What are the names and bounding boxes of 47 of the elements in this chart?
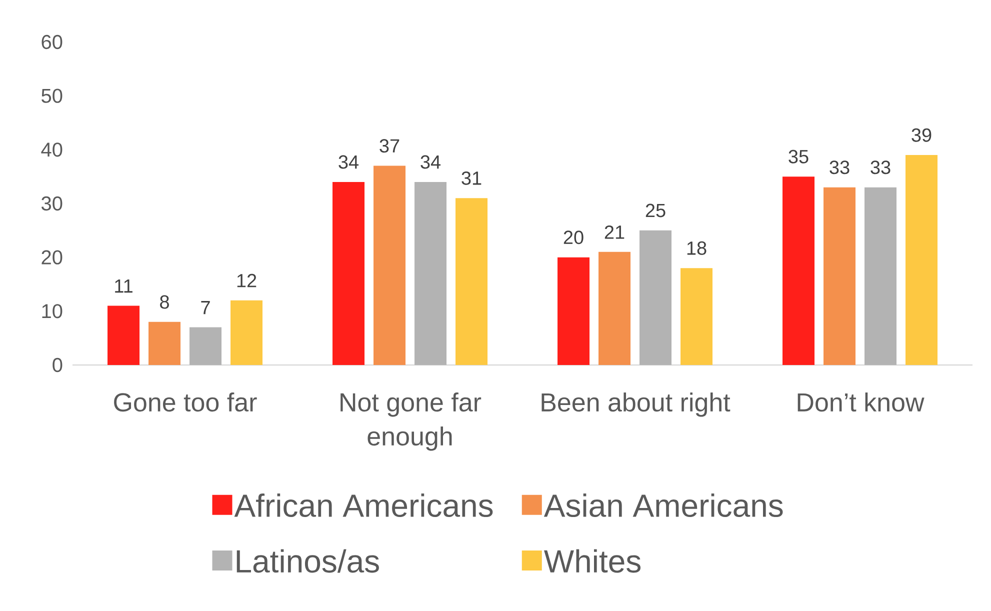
y-tick-label: 40 <box>41 142 62 157</box>
bar <box>332 182 365 365</box>
bar <box>374 166 406 365</box>
data-label: 12 <box>237 274 256 288</box>
x-tick-label: Been about right <box>542 392 730 417</box>
x-tick-label: Gone too far <box>114 392 257 412</box>
legend-label: Whites <box>544 549 641 573</box>
bar <box>456 198 488 365</box>
data-label: 7 <box>201 301 210 314</box>
bar <box>782 176 815 365</box>
bar <box>230 300 263 365</box>
bar <box>906 155 938 365</box>
y-tick-label: 50 <box>42 88 62 103</box>
bar <box>190 327 222 365</box>
data-label: 34 <box>420 155 441 169</box>
legend-label: Latinos/as <box>236 549 379 573</box>
bar <box>148 322 181 365</box>
data-label: 8 <box>160 295 169 309</box>
data-label: 37 <box>380 139 400 153</box>
bar <box>108 306 140 365</box>
legend-label: Asian Americans <box>544 494 783 518</box>
bar <box>558 257 590 365</box>
data-label: 11 <box>115 279 132 293</box>
data-label: 33 <box>870 160 890 174</box>
data-label: 33 <box>830 160 850 174</box>
y-tick-label: 60 <box>42 34 62 50</box>
data-label: 18 <box>687 241 706 255</box>
data-label: 34 <box>338 155 359 169</box>
data-label: 25 <box>646 204 666 218</box>
data-label: 39 <box>912 128 932 142</box>
data-label: 21 <box>604 225 624 239</box>
data-label: 35 <box>788 150 808 164</box>
bar <box>680 268 713 365</box>
x-tick-label: Don’t know <box>798 392 924 412</box>
y-tick-label: 20 <box>42 250 62 264</box>
y-tick-label: 0 <box>52 358 62 372</box>
x-tick-label: Not gone far enough <box>340 392 482 451</box>
bar <box>864 187 897 365</box>
y-tick-label: 10 <box>42 304 62 318</box>
bar <box>640 230 672 365</box>
bar <box>414 182 447 365</box>
data-label: 20 <box>564 230 584 244</box>
y-tick-label: 30 <box>42 196 62 211</box>
bar <box>598 252 631 365</box>
legend-label: African Americans <box>234 494 493 518</box>
data-label: 31 <box>462 171 482 185</box>
bar <box>824 187 856 365</box>
